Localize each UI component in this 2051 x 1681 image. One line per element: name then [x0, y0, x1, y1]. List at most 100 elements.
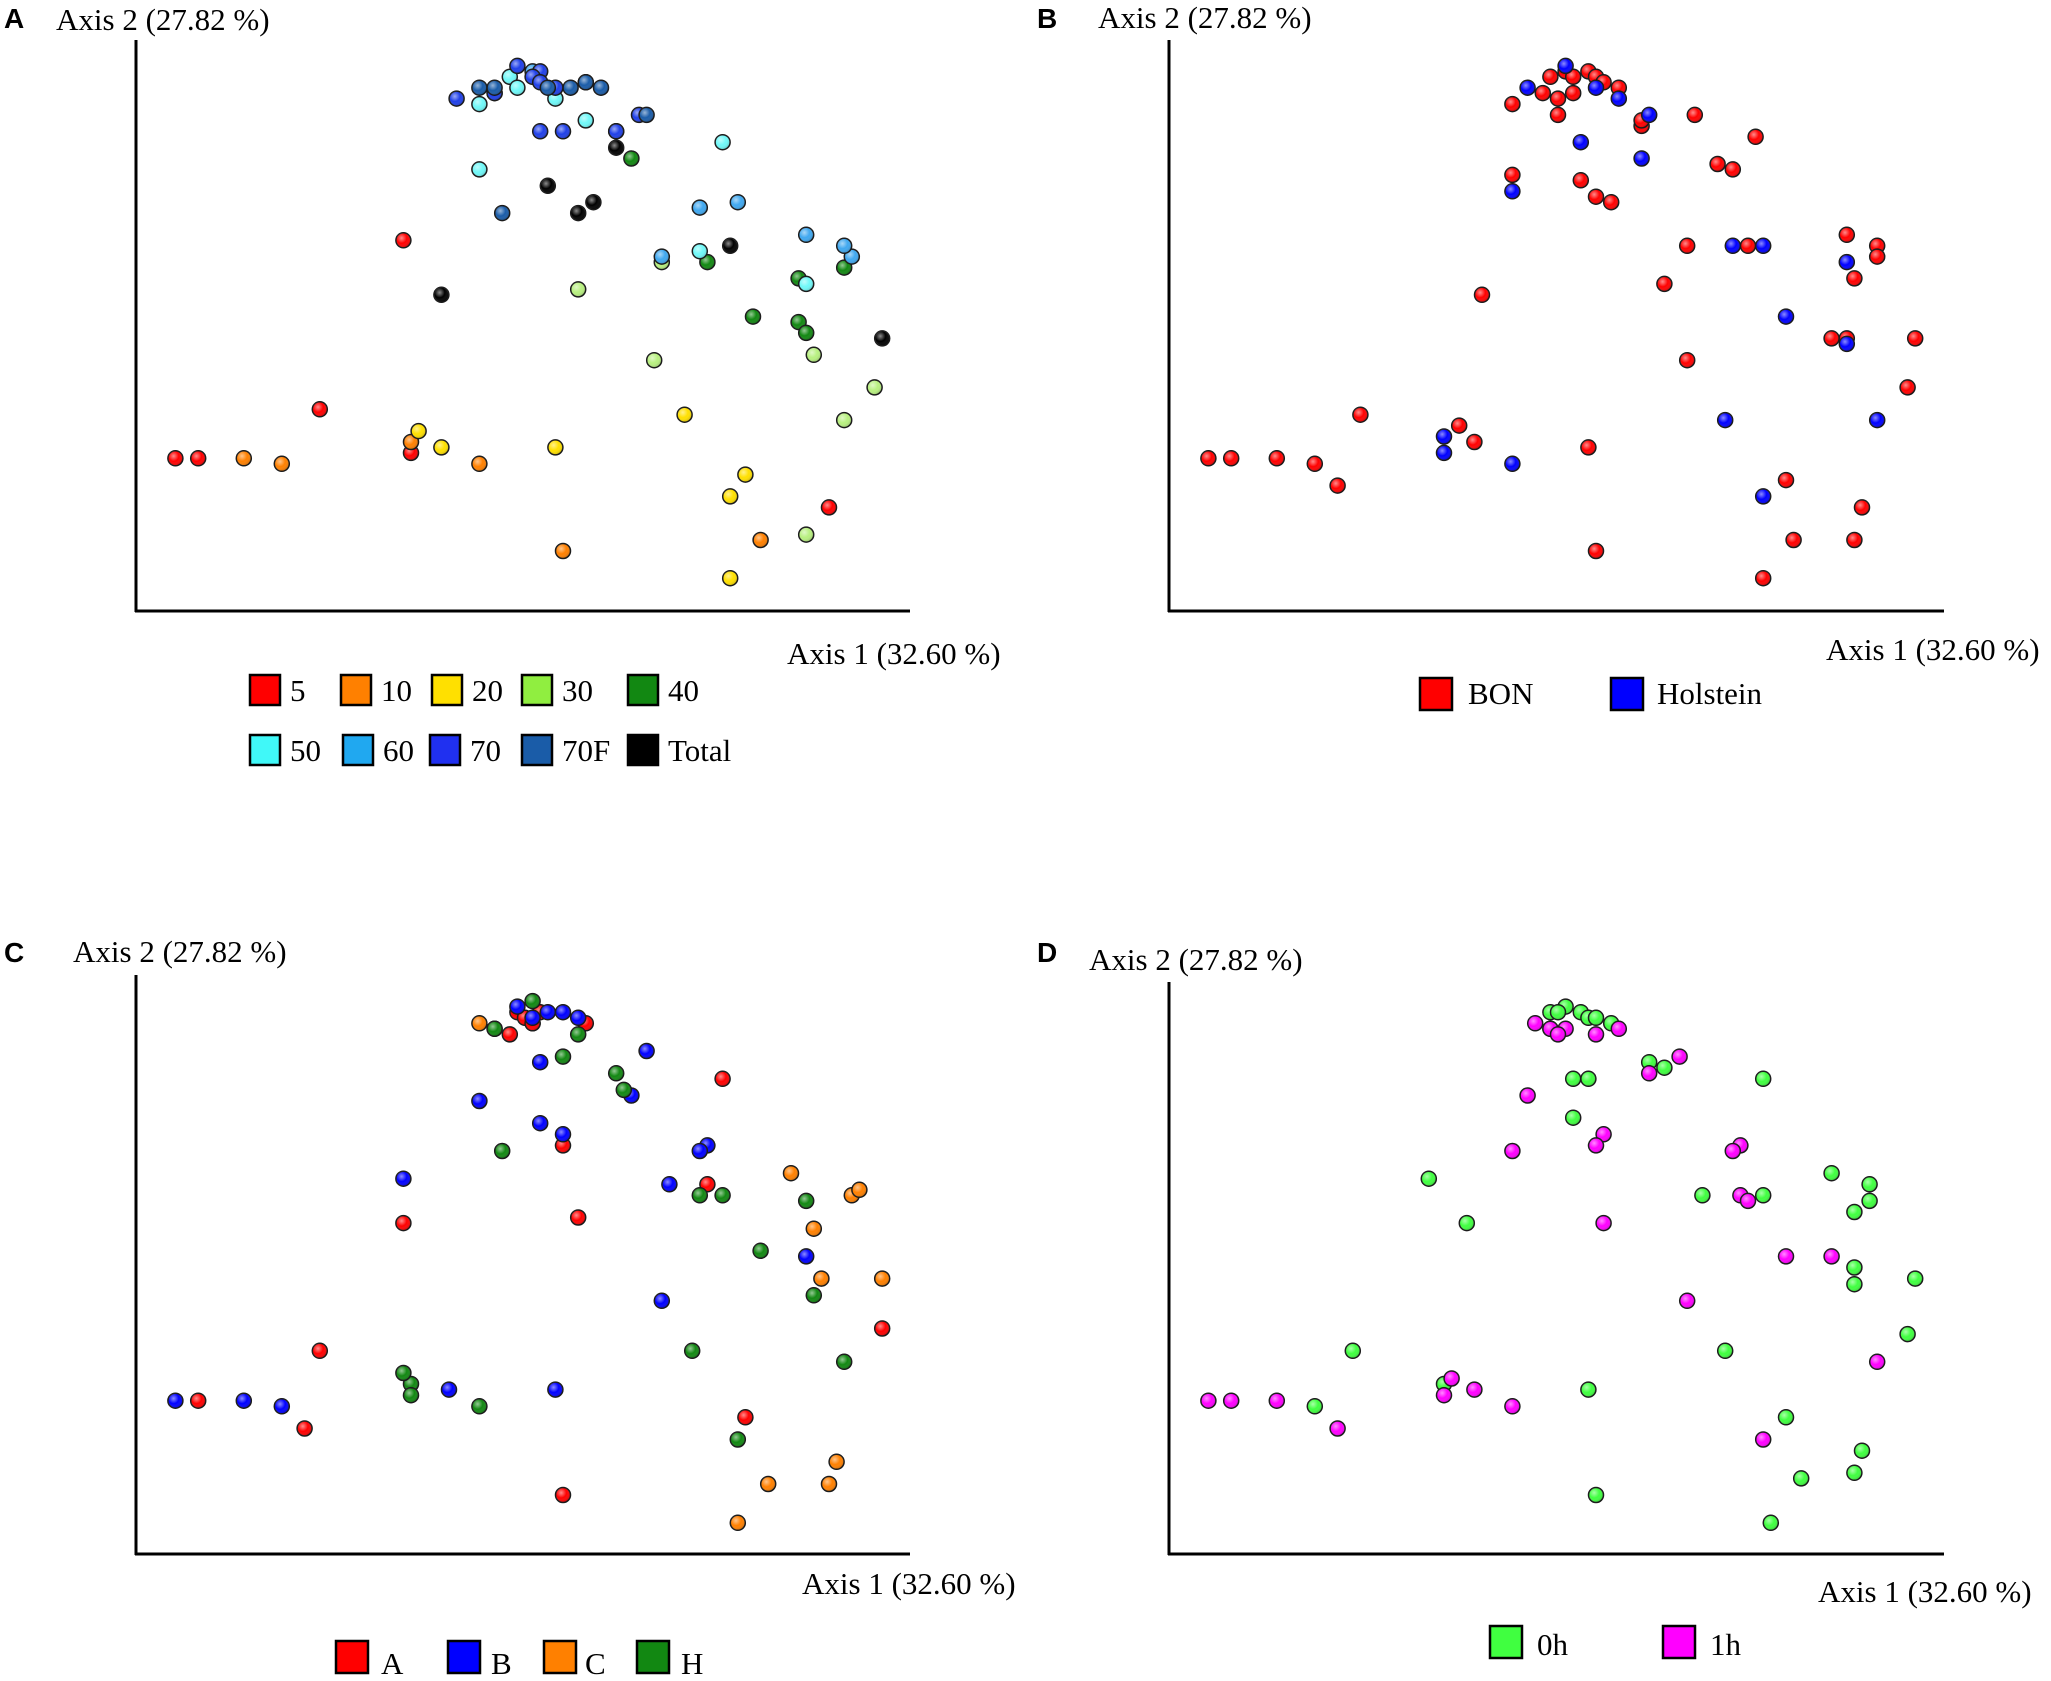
point-shading-b-bon-25 [1839, 227, 1855, 243]
point-shading-b-holstein-4 [1641, 107, 1657, 123]
panel-a-points [167, 57, 891, 587]
point-shading-c-h-6 [494, 1143, 510, 1159]
point-shading-b-bon-39 [1200, 450, 1216, 466]
point-shading-b-holstein-6 [1573, 134, 1589, 150]
point-shading-a-total-5 [433, 287, 449, 303]
point-shading-a-30-0 [570, 281, 586, 297]
point-shading-c-b-7 [532, 1115, 548, 1131]
legend-swatch-70f [520, 733, 554, 767]
legend-swatch-5 [248, 673, 282, 707]
panel-c: C Axis 2 (27.82 %) Axis 1 (32.60 %) A B … [4, 934, 1016, 1681]
point-shading-b-holstein-2 [1588, 80, 1604, 96]
point-shading-a-60-4 [730, 194, 746, 210]
point-shading-a-70f-7 [494, 205, 510, 221]
point-shading-c-b-15 [798, 1248, 814, 1264]
point-shading-d-0h-13 [1565, 1110, 1581, 1126]
point-shading-d-1h-8 [1520, 1088, 1536, 1103]
legend-item-holstein: Holstein [1609, 676, 1763, 712]
point-shading-a-70f-5 [593, 80, 609, 96]
point-shading-c-b-0 [509, 999, 525, 1015]
panel-c-points [167, 992, 891, 1532]
point-shading-d-0h-12 [1755, 1071, 1771, 1087]
legend-label-20: 20 [472, 673, 503, 708]
point-shading-c-h-15 [395, 1365, 411, 1381]
panel-c-letter: C [4, 937, 24, 968]
point-shading-c-b-21 [274, 1398, 290, 1414]
point-shading-d-1h-11 [1588, 1137, 1604, 1153]
point-shading-d-1h-13 [1725, 1143, 1741, 1159]
point-shading-b-bon-0 [1542, 69, 1558, 85]
point-shading-b-bon-23 [1740, 238, 1756, 254]
legend-label-0h: 0h [1537, 1627, 1569, 1662]
point-shading-a-30-4 [867, 379, 883, 395]
legend-item-1h: 1h [1661, 1624, 1742, 1662]
point-shading-d-1h-28 [1330, 1421, 1346, 1436]
point-shading-b-bon-48 [1786, 532, 1802, 548]
point-shading-c-b-13 [395, 1171, 411, 1187]
point-shading-a-5-3 [190, 450, 206, 466]
point-shading-a-50-8 [692, 243, 708, 259]
point-shading-b-bon-46 [1854, 499, 1870, 515]
panel-d-points [1200, 998, 1924, 1532]
point-shading-d-0h-20 [1421, 1171, 1437, 1187]
point-shading-d-0h-8 [1641, 1054, 1657, 1070]
point-shading-a-5-2 [167, 450, 183, 466]
point-shading-a-60-5 [692, 200, 708, 216]
point-shading-a-10-5 [753, 532, 769, 548]
point-shading-c-a-9 [395, 1215, 411, 1231]
point-shading-b-bon-10 [1550, 107, 1566, 123]
point-shading-d-1h-6 [1672, 1049, 1688, 1065]
point-shading-a-40-2 [745, 309, 761, 325]
panel-d-y-axis-label: Axis 2 (27.82 %) [1089, 942, 1303, 977]
point-shading-c-c-5 [806, 1221, 822, 1237]
point-shading-c-b-4 [570, 1010, 586, 1026]
point-shading-d-0h-23 [1907, 1271, 1923, 1287]
point-shading-c-c-2 [783, 1165, 799, 1181]
legend-swatch-20 [430, 673, 464, 707]
point-shading-a-10-3 [471, 456, 487, 472]
legend-item-c: C [542, 1639, 606, 1681]
point-shading-a-20-4 [737, 467, 753, 483]
point-shading-d-0h-21 [1459, 1215, 1475, 1231]
point-shading-d-1h-29 [1755, 1432, 1771, 1447]
point-shading-b-bon-20 [1603, 194, 1619, 210]
legend-label-holstein: Holstein [1657, 676, 1763, 711]
point-shading-d-0h-33 [1793, 1470, 1809, 1486]
point-shading-c-b-18 [547, 1382, 563, 1398]
point-shading-d-0h-24 [1846, 1276, 1862, 1292]
point-shading-c-a-12 [874, 1321, 890, 1336]
point-shading-d-0h-19 [1755, 1187, 1771, 1203]
point-shading-a-total-6 [874, 330, 890, 346]
point-shading-d-0h-17 [1846, 1204, 1862, 1220]
legend-label-70: 70 [470, 733, 501, 768]
legend-label-a: A [381, 1646, 404, 1681]
point-shading-d-0h-16 [1862, 1193, 1878, 1209]
point-shading-d-1h-21 [1444, 1371, 1460, 1386]
point-shading-b-bon-30 [1679, 352, 1695, 368]
point-shading-d-1h-18 [1824, 1248, 1840, 1264]
point-shading-d-0h-30 [1307, 1398, 1323, 1414]
point-shading-c-h-10 [753, 1243, 769, 1259]
legend-swatch-50 [248, 733, 282, 767]
point-shading-c-h-3 [555, 1049, 571, 1065]
point-shading-b-bon-45 [1778, 472, 1794, 488]
legend-item-b: B [446, 1639, 512, 1681]
point-shading-a-30-5 [806, 347, 822, 363]
point-shading-c-c-11 [730, 1515, 746, 1531]
legend-item-a: A [334, 1639, 404, 1681]
point-shading-c-b-6 [471, 1093, 487, 1109]
legend-label-70f: 70F [562, 733, 610, 768]
point-shading-c-h-4 [608, 1065, 624, 1081]
point-shading-a-5-1 [312, 401, 328, 417]
panel-d: D Axis 2 (27.82 %) Axis 1 (32.60 %) 0h 1… [1037, 937, 2032, 1662]
legend-swatch-60 [341, 733, 375, 767]
legend-item-70: 70 [428, 733, 501, 768]
point-shading-b-holstein-14 [1869, 412, 1885, 428]
panel-b-letter: B [1037, 3, 1057, 34]
point-shading-a-10-4 [555, 543, 571, 559]
point-shading-b-bon-36 [1451, 418, 1467, 434]
point-shading-b-bon-21 [1504, 167, 1520, 183]
point-shading-a-70-7 [608, 123, 624, 139]
point-shading-a-total-4 [722, 238, 738, 254]
legend-item-bon: BON [1418, 676, 1533, 712]
